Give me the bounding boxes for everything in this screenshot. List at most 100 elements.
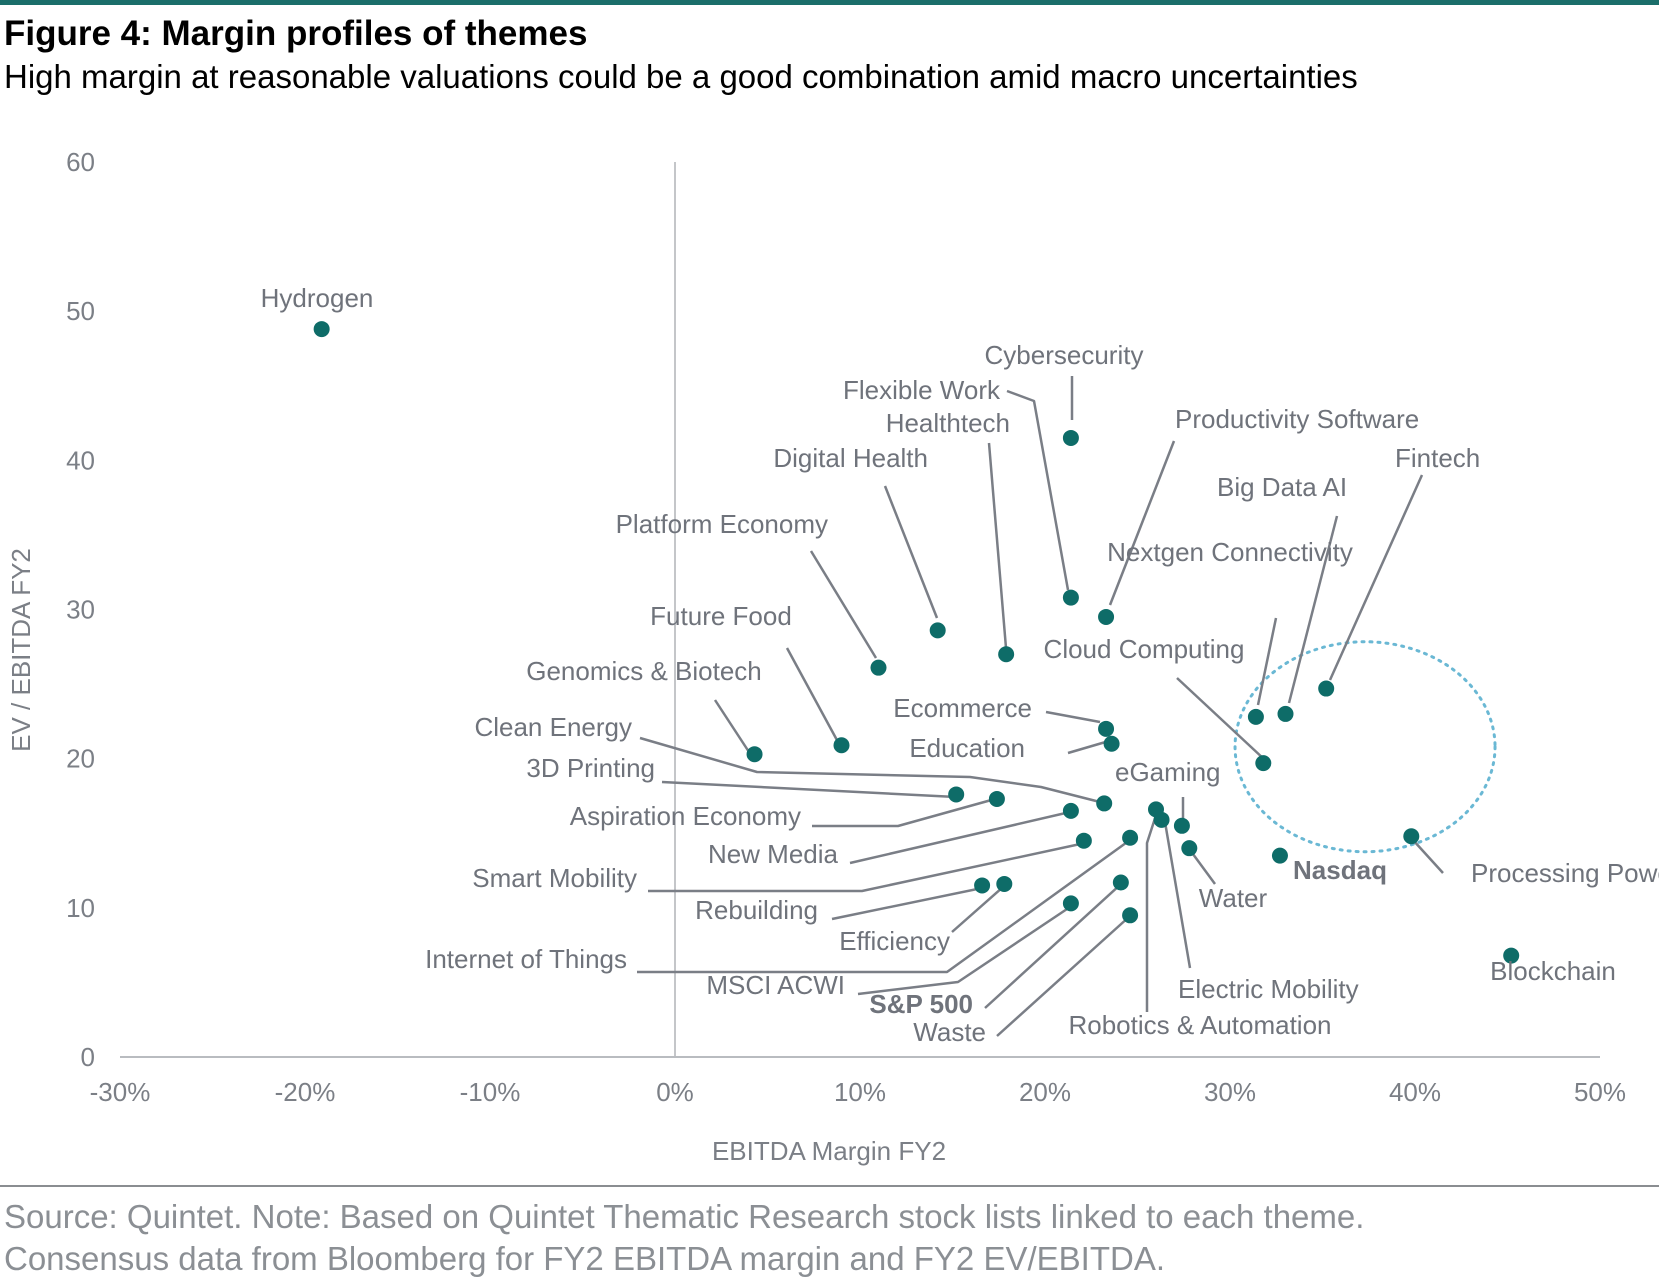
data-point (1062, 895, 1079, 912)
data-point (1103, 735, 1120, 752)
leader-line (987, 442, 1008, 649)
x-tick-label: 30% (1204, 1077, 1256, 1107)
data-label: Platform Economy (616, 509, 828, 539)
data-point (988, 790, 1005, 807)
data-point (1062, 429, 1079, 446)
data-label: Hydrogen (261, 283, 374, 313)
data-point (313, 321, 330, 338)
data-label: Cybersecurity (985, 340, 1144, 370)
source-line-1: Source: Quintet. Note: Based on Quintet … (4, 1198, 1365, 1235)
leader-line (1067, 739, 1110, 755)
x-tick-label: 20% (1019, 1077, 1071, 1107)
y-tick-label: 40 (66, 445, 95, 475)
data-label: Education (909, 733, 1025, 763)
leader-line (1256, 617, 1278, 706)
leader-line (831, 885, 988, 921)
x-tick-label: 50% (1574, 1077, 1626, 1107)
data-point (1122, 907, 1139, 924)
data-point (929, 622, 946, 639)
data-label: Robotics & Automation (1068, 1010, 1331, 1040)
data-point (1247, 708, 1264, 725)
leader-line (1045, 710, 1101, 724)
data-point (1403, 828, 1420, 845)
data-label: Flexible Work (843, 375, 1001, 405)
data-point (1181, 840, 1198, 857)
leader-line (812, 797, 996, 828)
x-tick-label: 40% (1389, 1077, 1441, 1107)
data-point (1153, 811, 1170, 828)
leader-line (1163, 821, 1192, 969)
leader-line (1108, 440, 1176, 606)
x-tick-label: 0% (656, 1077, 694, 1107)
data-point (1503, 947, 1520, 964)
leader-line (1287, 515, 1339, 704)
y-axis-label: EV / EBITDA FY2 (6, 548, 36, 752)
data-label: Water (1199, 883, 1268, 913)
data-label: Waste (913, 1017, 986, 1047)
data-point (1062, 802, 1079, 819)
data-point (1277, 705, 1294, 722)
data-label: MSCI ACWI (706, 970, 845, 1000)
y-tick-label: 50 (66, 296, 95, 326)
data-points (313, 321, 1520, 964)
data-point (974, 877, 991, 894)
data-point (1271, 847, 1288, 864)
leader-line (857, 903, 1074, 996)
highlight-ellipse (1233, 640, 1497, 854)
data-label: Healthtech (886, 408, 1010, 438)
data-label: Digital Health (773, 443, 928, 473)
data-label: Clean Energy (474, 712, 632, 742)
leader-line (661, 780, 957, 799)
data-label: New Media (708, 839, 839, 869)
leader-line (883, 485, 939, 619)
data-label: Ecommerce (893, 693, 1032, 723)
data-point (1096, 795, 1113, 812)
axes: -30% -20% -10% 0% 10% 20% 30% 40% 50% 0 10 20 30 40 50… (66, 147, 1626, 1107)
data-label: 3D Printing (526, 753, 655, 783)
y-tick-label: 60 (66, 147, 95, 177)
data-point (1318, 680, 1335, 697)
y-tick-label: 30 (66, 595, 95, 625)
leader-line (849, 810, 1071, 865)
leader-line (648, 841, 1086, 893)
point-labels: Hydrogen Cybersecurity Flexible Work Produc… (261, 283, 1659, 1047)
data-point (1173, 817, 1190, 834)
data-point (1122, 829, 1139, 846)
leader-line (996, 915, 1131, 1037)
figure-subtitle: High margin at reasonable valuations cou… (4, 58, 1358, 95)
data-label: Electric Mobility (1178, 974, 1359, 1004)
data-point (998, 646, 1015, 663)
data-point (1255, 755, 1272, 772)
data-label: Cloud Computing (1044, 634, 1245, 664)
leader-line (1412, 839, 1444, 874)
leader-line (713, 699, 751, 753)
data-label: Nextgen Connectivity (1107, 537, 1353, 567)
data-label: Aspiration Economy (570, 801, 801, 831)
data-label: Productivity Software (1175, 404, 1419, 434)
top-rule (0, 0, 1659, 5)
data-point (1098, 720, 1115, 737)
data-label: S&P 500 (869, 989, 973, 1019)
data-label: Big Data AI (1217, 472, 1347, 502)
data-label: Fintech (1395, 443, 1480, 473)
data-label: Rebuilding (695, 895, 818, 925)
source-line-2: Consensus data from Bloomberg for FY2 EB… (4, 1240, 1165, 1277)
leader-line (639, 736, 1101, 804)
leader-line (951, 886, 1004, 933)
x-axis-label: EBITDA Margin FY2 (712, 1136, 946, 1166)
data-point (1062, 589, 1079, 606)
y-tick-label: 20 (66, 744, 95, 774)
y-tick-label: 10 (66, 893, 95, 923)
leader-line (785, 647, 840, 743)
reference-lines (674, 162, 1497, 1057)
data-point (1098, 608, 1115, 625)
data-label: Internet of Things (425, 944, 627, 974)
data-point (996, 875, 1013, 892)
x-tick-label: -30% (90, 1077, 151, 1107)
source-note: Source: Quintet. Note: Based on Quintet … (4, 1196, 1364, 1280)
data-label: Processing Power (1471, 858, 1659, 888)
data-point (948, 786, 965, 803)
data-label: eGaming (1115, 757, 1221, 787)
data-label: Efficiency (839, 926, 950, 956)
leader-line (1006, 389, 1070, 591)
